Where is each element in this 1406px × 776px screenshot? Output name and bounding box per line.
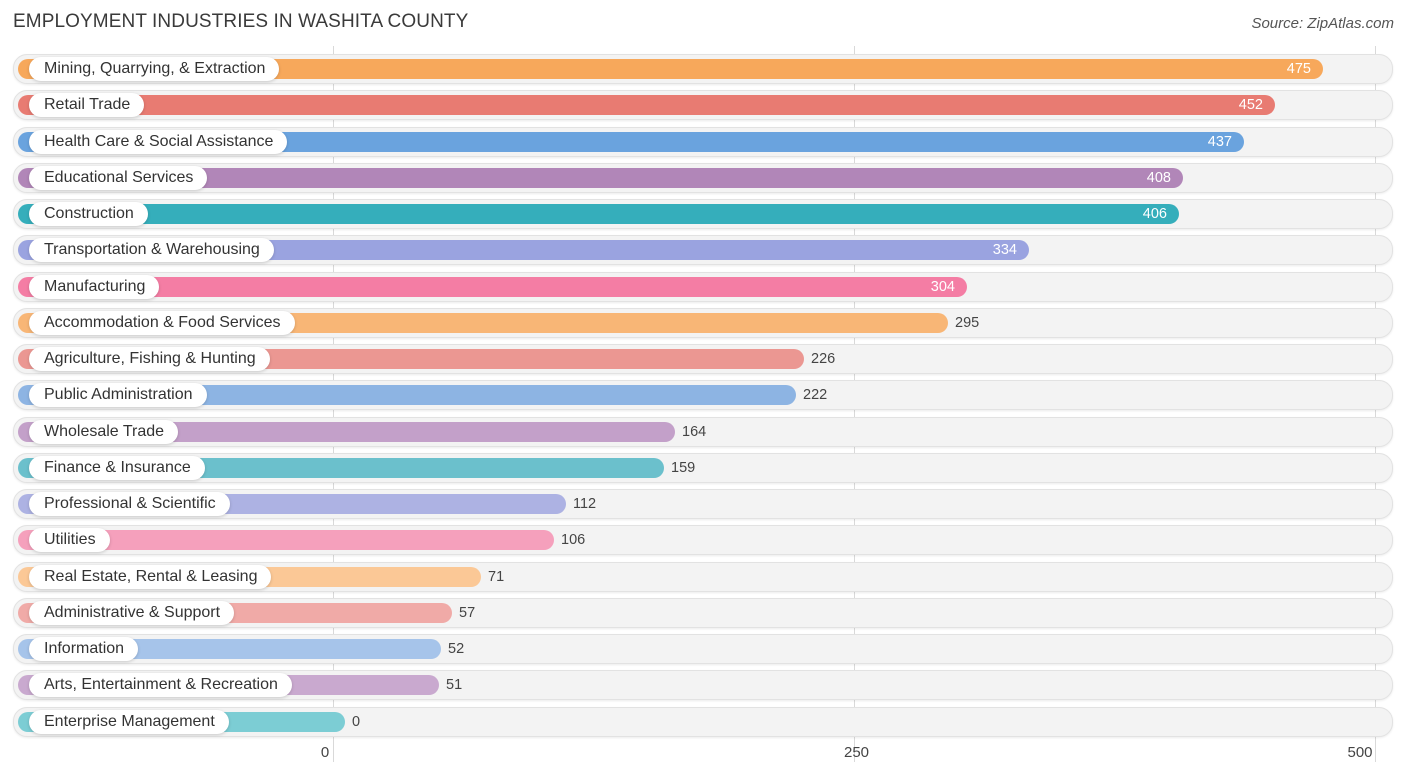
value-label: 408 xyxy=(1146,170,1171,186)
x-tick-label: 250 xyxy=(844,744,870,761)
value-label: 164 xyxy=(682,424,707,440)
value-label: 57 xyxy=(459,605,476,621)
value-label: 0 xyxy=(352,714,361,730)
value-label: 295 xyxy=(955,315,980,331)
x-tick-label: 500 xyxy=(1347,744,1373,761)
bar[interactable] xyxy=(18,59,1323,79)
value-label: 51 xyxy=(446,677,463,693)
value-label: 475 xyxy=(1286,61,1311,77)
category-label: Manufacturing xyxy=(29,275,160,299)
value-label: 452 xyxy=(1238,97,1263,113)
category-label: Agriculture, Fishing & Hunting xyxy=(29,347,270,371)
category-label: Professional & Scientific xyxy=(29,492,230,516)
bar[interactable] xyxy=(18,530,554,550)
bar[interactable] xyxy=(18,168,1183,188)
value-label: 406 xyxy=(1142,206,1167,222)
category-label: Accommodation & Food Services xyxy=(29,311,295,335)
bar[interactable] xyxy=(18,422,675,442)
category-label: Health Care & Social Assistance xyxy=(29,130,288,154)
category-label: Administrative & Support xyxy=(29,601,235,625)
chart-title: EMPLOYMENT INDUSTRIES IN WASHITA COUNTY xyxy=(13,11,469,32)
category-label: Mining, Quarrying, & Extraction xyxy=(29,57,280,81)
category-label: Utilities xyxy=(29,528,110,552)
category-label: Finance & Insurance xyxy=(29,456,205,480)
x-tick-label: 0 xyxy=(320,744,330,761)
bar[interactable] xyxy=(18,385,796,405)
value-label: 226 xyxy=(811,351,836,367)
value-label: 334 xyxy=(992,242,1017,258)
bar[interactable] xyxy=(18,132,1244,152)
bar[interactable] xyxy=(18,204,1179,224)
category-label: Public Administration xyxy=(29,383,207,407)
category-label: Information xyxy=(29,637,139,661)
source-label: Source: ZipAtlas.com xyxy=(1251,15,1394,32)
value-label: 106 xyxy=(561,532,586,548)
category-label: Educational Services xyxy=(29,166,208,190)
category-label: Wholesale Trade xyxy=(29,420,179,444)
value-label: 112 xyxy=(573,496,597,512)
value-label: 52 xyxy=(448,641,465,657)
category-label: Transportation & Warehousing xyxy=(29,238,274,262)
category-label: Arts, Entertainment & Recreation xyxy=(29,673,292,697)
category-label: Real Estate, Rental & Leasing xyxy=(29,565,272,589)
category-label: Retail Trade xyxy=(29,93,145,117)
category-label: Enterprise Management xyxy=(29,710,229,734)
category-label: Construction xyxy=(29,202,148,226)
bar[interactable] xyxy=(18,277,967,297)
value-label: 304 xyxy=(930,279,955,295)
value-label: 159 xyxy=(671,460,696,476)
value-label: 71 xyxy=(488,569,505,585)
value-label: 222 xyxy=(803,387,828,403)
bar[interactable] xyxy=(18,95,1275,115)
value-label: 437 xyxy=(1207,134,1232,150)
